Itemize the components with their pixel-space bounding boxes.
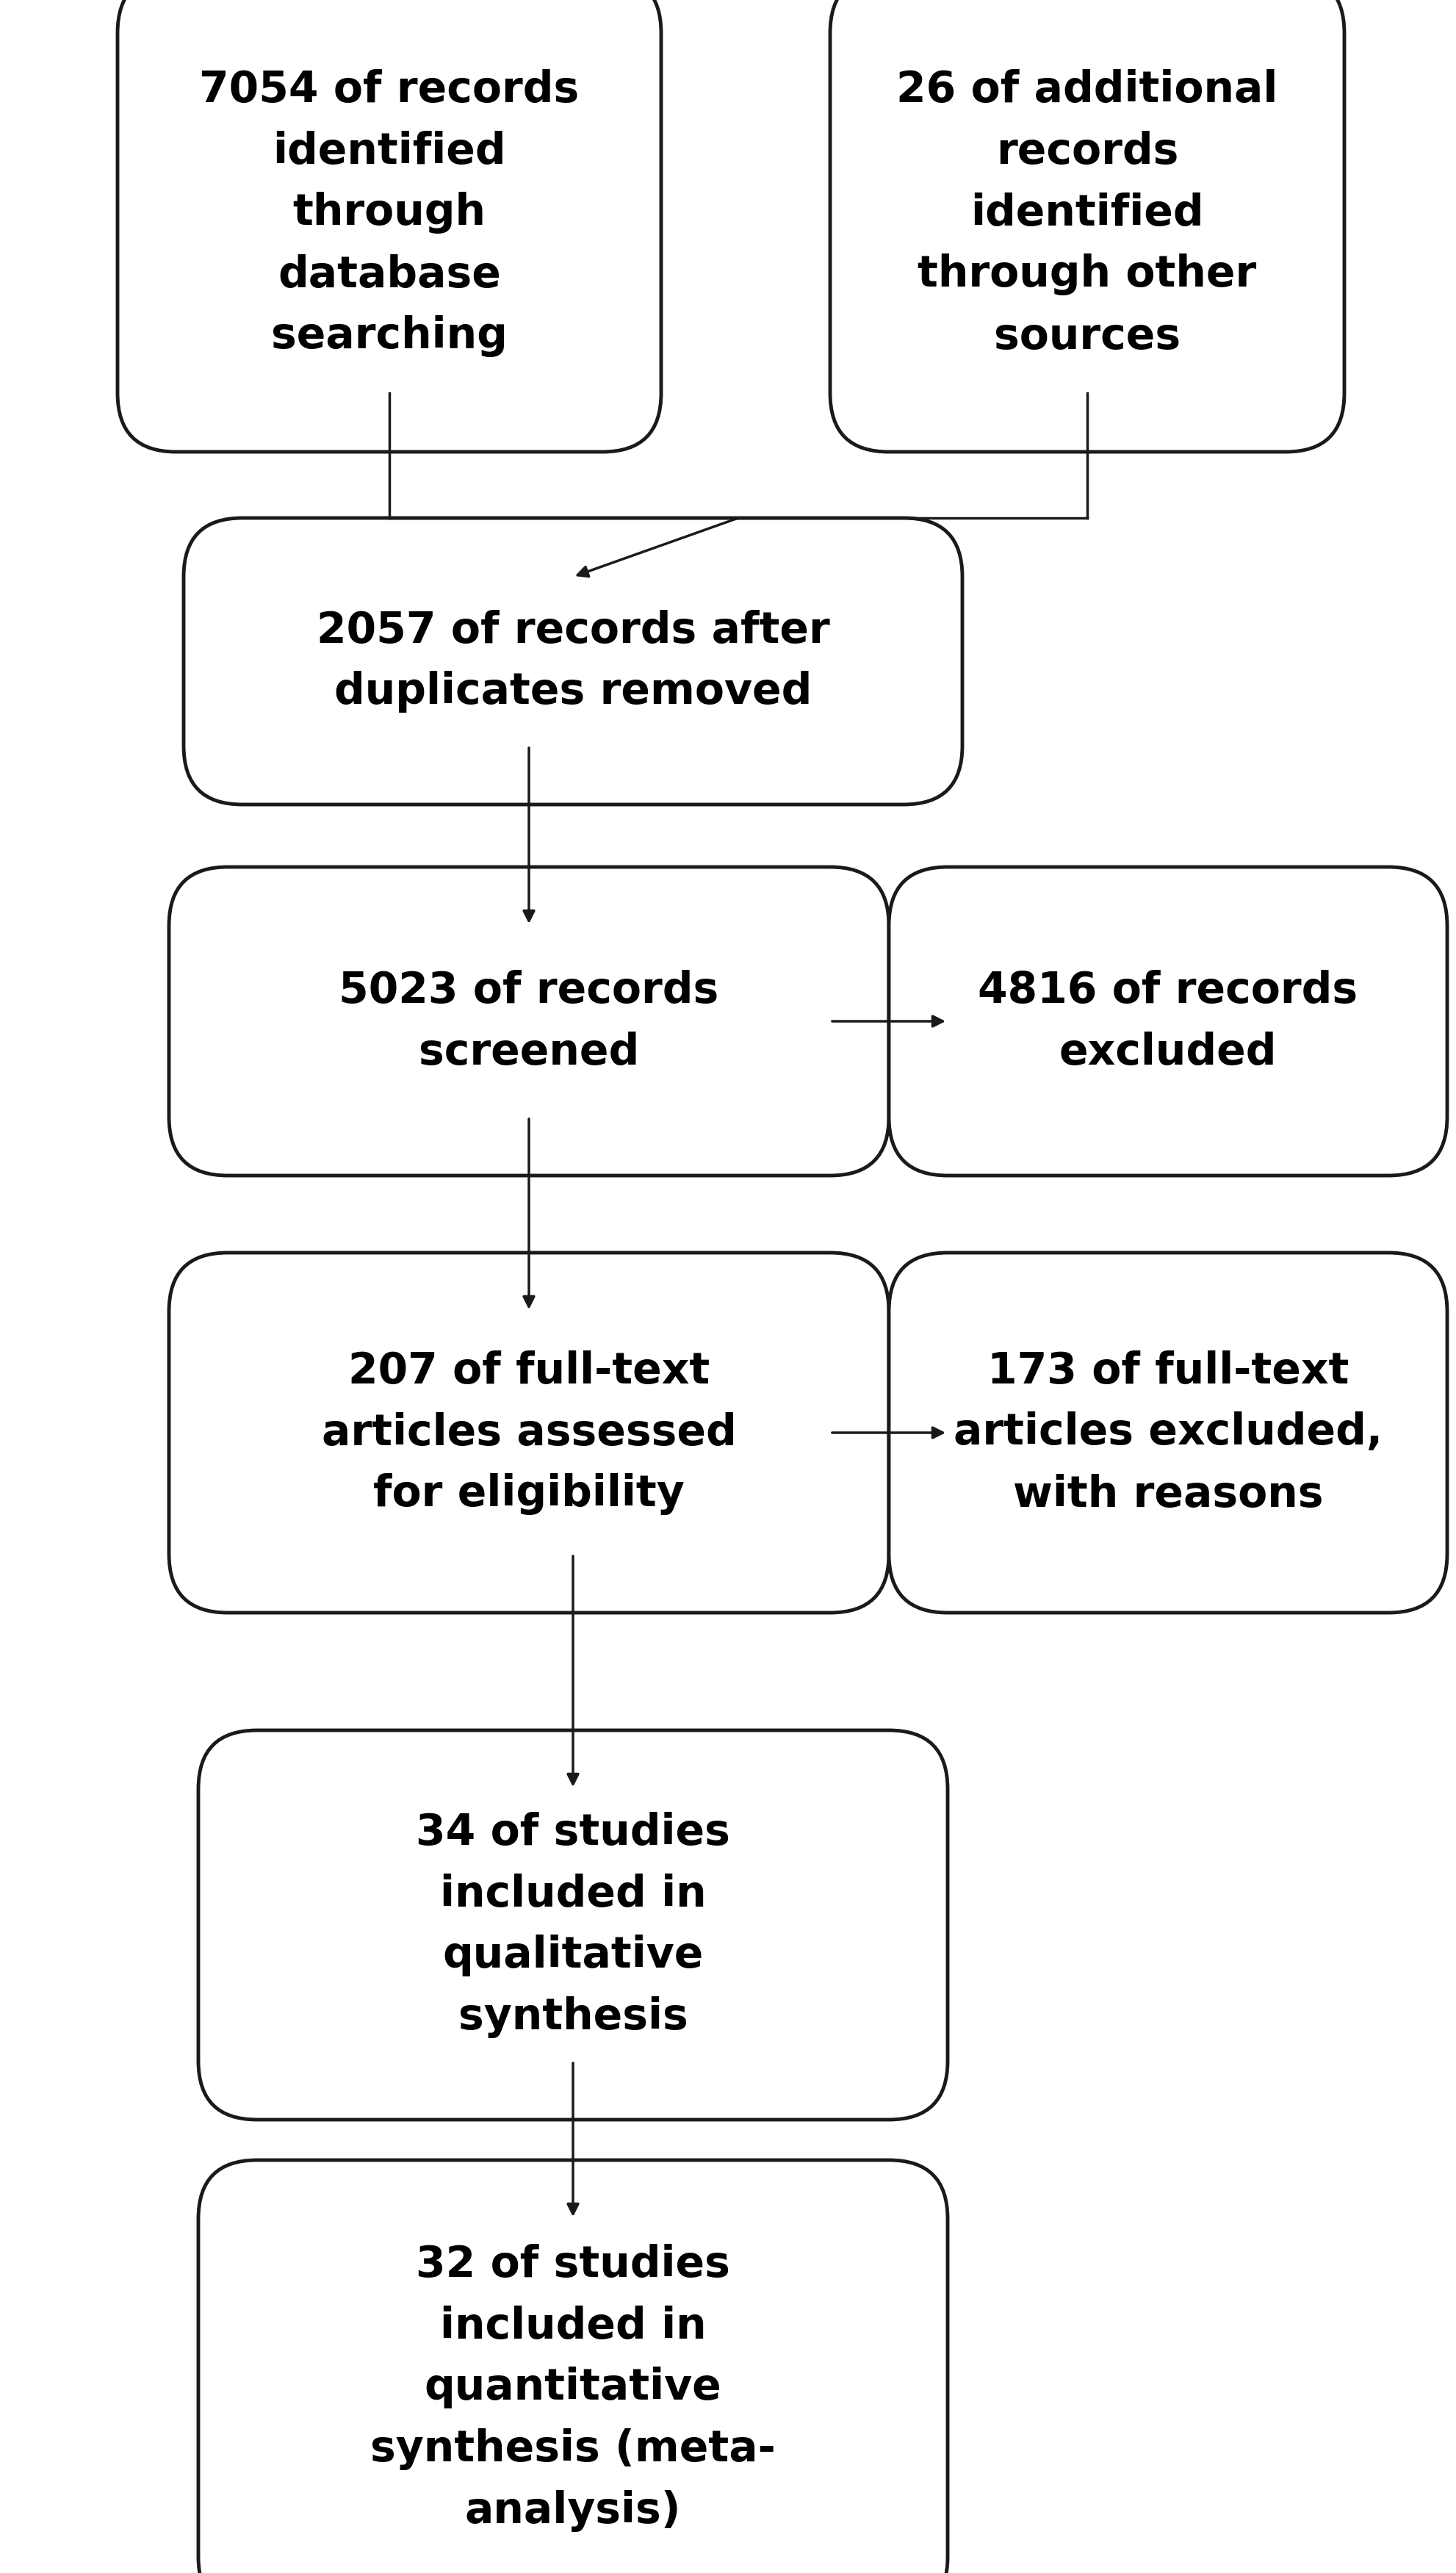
FancyBboxPatch shape xyxy=(169,867,888,1176)
FancyBboxPatch shape xyxy=(118,0,661,453)
Text: 4816 of records
excluded: 4816 of records excluded xyxy=(977,970,1357,1073)
Text: 32 of studies
included in
quantitative
synthesis (meta-
analysis): 32 of studies included in quantitative s… xyxy=(370,2244,775,2532)
Text: 207 of full-text
articles assessed
for eligibility: 207 of full-text articles assessed for e… xyxy=(322,1351,735,1515)
FancyBboxPatch shape xyxy=(198,1729,948,2120)
FancyBboxPatch shape xyxy=(888,1253,1446,1613)
FancyBboxPatch shape xyxy=(830,0,1344,453)
Text: 173 of full-text
articles excluded,
with reasons: 173 of full-text articles excluded, with… xyxy=(954,1351,1382,1515)
FancyBboxPatch shape xyxy=(183,517,962,805)
FancyBboxPatch shape xyxy=(198,2161,948,2573)
Text: 5023 of records
screened: 5023 of records screened xyxy=(339,970,719,1073)
FancyBboxPatch shape xyxy=(169,1253,888,1613)
Text: 34 of studies
included in
qualitative
synthesis: 34 of studies included in qualitative sy… xyxy=(415,1811,729,2038)
FancyBboxPatch shape xyxy=(888,867,1446,1176)
Text: 26 of additional
records
identified
through other
sources: 26 of additional records identified thro… xyxy=(895,69,1277,358)
Text: 2057 of records after
duplicates removed: 2057 of records after duplicates removed xyxy=(316,610,830,713)
Text: 7054 of records
identified
through
database
searching: 7054 of records identified through datab… xyxy=(199,69,579,358)
